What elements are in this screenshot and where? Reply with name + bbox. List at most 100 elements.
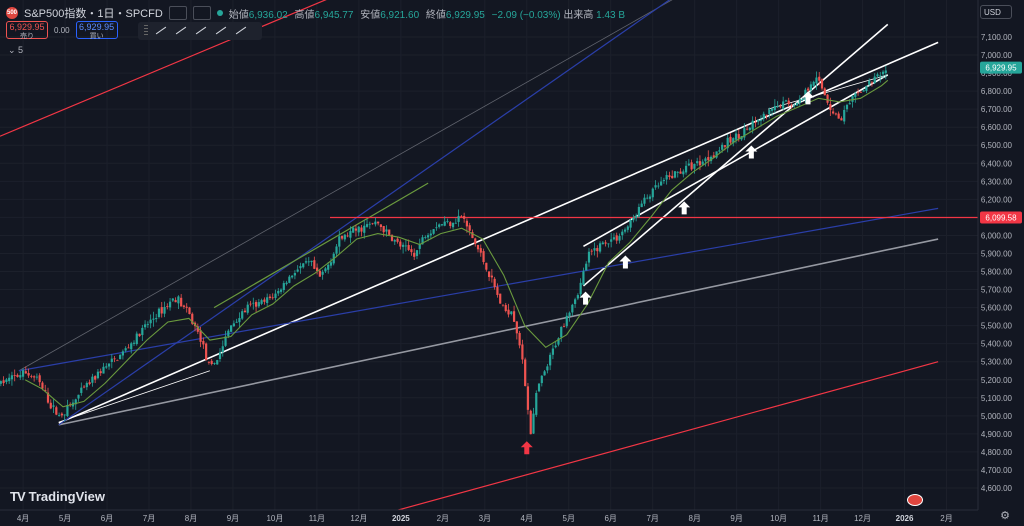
candle-body [632,217,635,221]
candle-body [751,120,754,130]
candle-body [443,221,446,226]
candle-body [141,327,144,336]
sell-button[interactable]: 6,929.95 売り [6,21,48,40]
candle-body [166,306,169,308]
symbol-icon[interactable]: 500 [6,7,18,19]
candle-body [321,271,324,275]
candle-body [110,358,113,362]
candle-body [235,321,238,323]
price-axis[interactable]: 4,600.00 4,700.00 4,800.00 4,900.00 5,000.00… [977,0,1024,526]
candle-body [407,245,410,250]
candle-body [673,171,677,178]
candle-body [499,293,502,304]
more-button[interactable] [192,6,211,20]
candle-body [227,330,230,337]
candle-body [374,221,377,225]
candle-body [16,374,19,377]
candle-body [49,402,52,409]
candle-body [388,229,391,235]
candle-body [820,79,824,89]
indicator-count[interactable]: ⌄ 5 [8,45,24,55]
candle-body [571,304,574,313]
candle-body [568,312,571,317]
candle-body [859,92,862,93]
candle-body [854,93,857,97]
candle-body [526,386,530,410]
candle-body [418,244,421,249]
currency-select[interactable]: USD [980,5,1012,19]
candle-body [457,215,460,222]
candle-body [493,278,496,288]
candle-body [446,221,449,222]
candle-body [521,344,524,360]
candle-body [704,158,707,162]
candle-body [757,119,760,122]
buy-button[interactable]: 6,929.95 買い [75,21,118,40]
candle-body [762,113,765,119]
candle-body [582,271,585,285]
candle-body [560,326,563,338]
candle-body [277,290,280,294]
candle-body [82,386,86,388]
trend-line-green [213,182,429,309]
time-tick-label: 11月 [812,514,828,523]
candle-body [543,371,546,376]
candle-body [185,306,188,308]
candle-body [13,374,16,376]
candle-body [546,366,549,371]
trend-line-red [395,361,939,510]
candle-body [557,338,560,345]
candle-body [402,244,405,247]
candle-body [285,282,288,285]
time-tick-label: 5月 [563,514,575,523]
candle-body [127,347,130,349]
candle-body [74,399,77,405]
candle-body [507,309,510,315]
up-arrow-marker [520,441,533,455]
candle-body [782,101,785,109]
hline-tool-icon[interactable] [214,26,228,36]
candle-body [8,377,11,382]
candle-body [587,251,591,263]
candle-body [784,100,788,102]
candle-body [404,245,407,247]
time-tick-label: 9月 [227,514,239,523]
candle-body [471,232,474,239]
candle-body [379,224,383,228]
price-tick-label: 6,400.00 [981,159,1013,168]
time-tick-label: 10月 [770,514,787,523]
trendline-tool-icon[interactable] [154,26,168,36]
candle-body [554,345,557,348]
candle-body [385,229,388,232]
events-flag-icon[interactable] [907,494,923,506]
channel-tool-icon[interactable] [194,26,208,36]
time-tick-label: 5月 [59,514,71,523]
grip-icon[interactable] [144,25,148,37]
up-arrow-marker [619,255,632,269]
candle-body [607,243,610,245]
tradingview-logo[interactable]: TV TradingView [10,489,105,504]
time-axis[interactable]: 4月 5月 6月 7月 8月 9月 10月 11月 12月 2025 2月 3月 4月 5月 6月 7月 8月 9… [0,509,978,526]
gear-icon[interactable]: ⚙ [1000,510,1010,522]
candle-body [155,318,158,320]
candle-body [232,323,235,327]
candle-body [807,88,810,91]
candle-body [798,98,801,103]
candle-body [410,249,413,253]
pen-tool-icon[interactable] [234,26,248,36]
candle-body [679,171,682,174]
time-tick-label: 11月 [309,514,325,523]
candle-body [873,76,876,84]
time-tick-label: 2月 [437,514,449,523]
ray-tool-icon[interactable] [174,26,188,36]
symbol-title[interactable]: S&P500指数・1日・SPCFD [24,8,163,20]
hline-price-badge [980,211,1022,224]
candle-body [535,392,538,415]
candle-body [690,162,693,170]
candle-body [696,161,699,164]
hide-button[interactable] [168,6,187,20]
candle-body [593,248,596,251]
price-tick-label: 6,300.00 [981,177,1013,186]
candle-body [343,234,346,240]
